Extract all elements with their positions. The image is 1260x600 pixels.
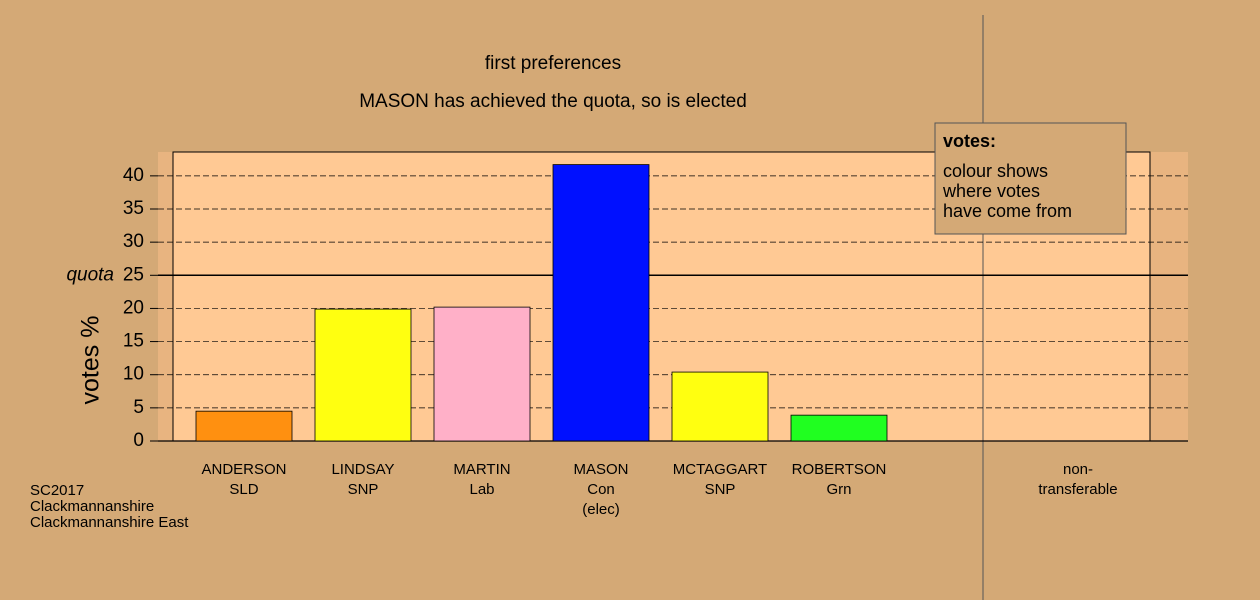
- x-tick-label: SNP: [705, 481, 736, 498]
- x-tick-label: ANDERSON: [201, 461, 286, 478]
- y-tick-label: 15: [123, 331, 144, 352]
- footnote: Clackmannanshire: [30, 498, 154, 515]
- y-tick-label: 0: [133, 430, 144, 451]
- bar: [671, 371, 769, 442]
- chart-title: first preferences: [485, 53, 621, 74]
- legend-box: [934, 122, 1127, 235]
- bar: [195, 410, 293, 442]
- x-tick-label: Lab: [469, 481, 494, 498]
- y-tick-label: 10: [123, 364, 144, 385]
- y-tick-label: 30: [123, 231, 144, 252]
- footnote: Clackmannanshire East: [30, 514, 189, 531]
- x-tick-label: non-: [1063, 461, 1093, 478]
- y-tick-label: 40: [123, 165, 144, 186]
- x-tick-label: ROBERTSON: [792, 461, 887, 478]
- x-tick-label: Grn: [826, 481, 851, 498]
- y-axis-label: votes %: [77, 316, 105, 405]
- x-tick-label: MASON: [573, 461, 628, 478]
- bar: [314, 308, 412, 442]
- x-tick-label: SNP: [348, 481, 379, 498]
- chart-subtitle: MASON has achieved the quota, so is elec…: [359, 91, 747, 112]
- x-tick-label: MCTAGGART: [673, 461, 767, 478]
- x-tick-label: SLD: [229, 481, 258, 498]
- legend-text: colour shows: [943, 161, 1048, 181]
- x-tick-label: (elec): [582, 501, 620, 518]
- x-tick-label: MARTIN: [453, 461, 510, 478]
- legend-text: have come from: [943, 201, 1072, 221]
- bar: [433, 306, 531, 442]
- bar: [790, 414, 888, 442]
- legend-text: where votes: [942, 181, 1040, 201]
- bar: [552, 164, 650, 442]
- x-tick-label: Con: [587, 481, 615, 498]
- legend-title: votes:: [943, 131, 996, 151]
- y-tick-label: 25: [123, 264, 144, 285]
- y-tick-label: 5: [133, 397, 144, 418]
- x-tick-label: LINDSAY: [331, 461, 394, 478]
- footnote: SC2017: [30, 482, 84, 499]
- quota-label: quota: [66, 264, 114, 285]
- y-tick-label: 35: [123, 198, 144, 219]
- y-tick-label: 20: [123, 297, 144, 318]
- x-tick-label: transferable: [1038, 481, 1117, 498]
